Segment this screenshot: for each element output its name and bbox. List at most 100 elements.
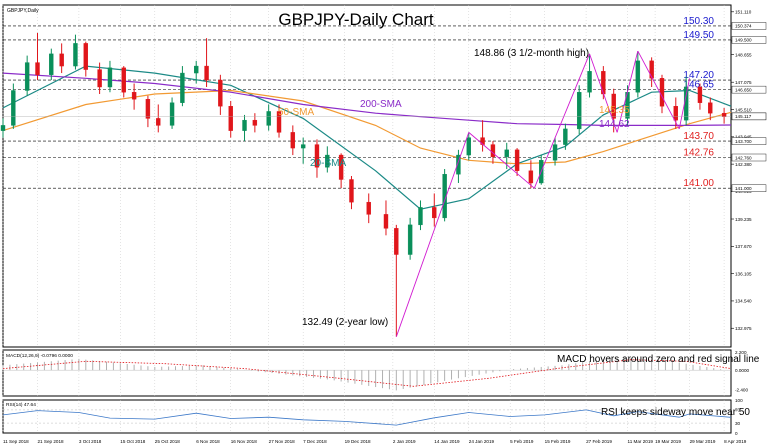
x-tick-label: 3 Oct 2018 <box>79 439 102 444</box>
macd-panel <box>2 349 732 397</box>
candle-body <box>528 170 534 184</box>
level-axis-label: 150.374 <box>735 24 752 29</box>
x-tick-label: 27 Feb 2019 <box>586 439 612 444</box>
candle-body <box>180 72 185 103</box>
level-axis-box <box>731 153 767 162</box>
candle-body <box>673 106 678 121</box>
candle-body <box>145 99 151 119</box>
ma-line-200-sma <box>2 72 732 126</box>
candle-body <box>107 67 113 88</box>
candle-body <box>659 78 665 107</box>
level-label: 143.70 <box>683 131 714 142</box>
candle-body <box>314 144 320 168</box>
x-tick-label: 2 Jan 2019 <box>393 439 416 444</box>
candle-body <box>349 179 354 203</box>
x-tick-label: 7 Dec 2018 <box>303 439 327 444</box>
candle-body <box>97 69 102 88</box>
macd-signal-line <box>2 359 732 387</box>
level-axis-box <box>731 85 767 94</box>
candle-body <box>418 207 423 226</box>
candle-body <box>59 53 64 67</box>
macd-y-tick: 0.0000 <box>735 368 749 373</box>
candle-body <box>83 43 89 70</box>
x-tick-label: 5 Feb 2019 <box>510 439 534 444</box>
x-tick-label: 8 Apr 2019 <box>724 439 747 444</box>
trend-line <box>589 53 618 133</box>
candle-body <box>49 53 54 75</box>
trend-line <box>468 132 535 189</box>
x-tick-label: 14 Jan 2019 <box>434 439 460 444</box>
macd-annotation: MACD hovers around zero and red signal l… <box>557 354 760 365</box>
candle-body <box>204 65 209 81</box>
candle-body <box>338 154 344 180</box>
candle-body <box>169 102 175 126</box>
level-axis-label: 146.650 <box>735 87 752 92</box>
ma-line-50-sma <box>2 89 732 165</box>
candle-body <box>601 71 606 95</box>
x-tick-label: 24 Jan 2019 <box>469 439 495 444</box>
y-tick-label: 132.975 <box>735 326 752 331</box>
ma-value-200: 144.62 <box>599 119 630 130</box>
candle-body <box>514 149 520 171</box>
candle-body <box>456 154 461 175</box>
candle-body <box>276 111 282 133</box>
price-panel <box>2 4 732 348</box>
trend-line <box>395 132 470 337</box>
high-annotation: 148.86 (3 1/2-month high) <box>474 48 589 59</box>
y-tick-label: 134.540 <box>735 299 752 304</box>
level-axis-box <box>731 137 767 145</box>
x-tick-label: 16 Nov 2018 <box>231 439 257 444</box>
level-axis-box <box>731 22 767 30</box>
candle-body <box>366 201 371 215</box>
candle-body <box>300 144 306 149</box>
low-annotation: 132.49 (2-year low) <box>302 317 388 328</box>
x-tick-label: 27 Nov 2018 <box>269 439 295 444</box>
candle-body <box>0 125 6 131</box>
level-label: 146.65 <box>683 80 714 91</box>
trend-line <box>678 78 691 129</box>
rsi-label: RSI(14) 47.64 <box>6 402 36 408</box>
level-label: 147.20 <box>683 70 714 81</box>
candle-body <box>11 90 16 126</box>
candle-body <box>563 128 568 145</box>
current-price-box <box>731 112 767 121</box>
level-label: 141.00 <box>683 178 714 189</box>
rsi-y-tick: 100 <box>735 398 743 403</box>
candle-body <box>266 111 271 126</box>
candle-body <box>721 112 727 117</box>
candle-body <box>252 119 258 126</box>
candle-body <box>649 60 654 79</box>
macd-label: MACD(12,26,9) -0.0796 0.0000 <box>6 353 73 359</box>
candle-body <box>24 62 30 91</box>
y-tick-label: 142.380 <box>735 162 752 167</box>
candle-body <box>708 102 713 114</box>
candle-body <box>611 93 616 119</box>
x-tick-label: 25 Oct 2018 <box>155 439 180 444</box>
candle-body <box>325 154 330 168</box>
candle-body <box>73 43 78 67</box>
x-tick-label: 21 Sep 2018 <box>38 439 65 444</box>
candle-body <box>228 106 233 131</box>
y-tick-label: 151.110 <box>735 10 752 15</box>
instrument-label: GBPJPY,Daily <box>7 8 39 14</box>
trend-line <box>533 53 590 189</box>
x-tick-label: 15 Oct 2018 <box>120 439 145 444</box>
candle-body <box>587 71 592 93</box>
candle-body <box>242 119 247 131</box>
x-tick-label: 6 Nov 2018 <box>196 439 220 444</box>
y-tick-label: 147.075 <box>735 80 752 85</box>
ma-label-200: 200-SMA <box>360 99 402 110</box>
candle-body <box>121 67 126 93</box>
macd-y-tick: -2.400 <box>735 387 748 392</box>
y-tick-label: 143.945 <box>735 135 752 140</box>
x-tick-label: 19 Mar 2019 <box>655 439 681 444</box>
x-tick-label: 11 Sep 2018 <box>3 439 29 444</box>
candle-body <box>383 214 389 229</box>
rsi-y-tick: 0 <box>735 431 738 436</box>
level-axis-box <box>731 184 767 192</box>
rsi-line <box>2 409 732 426</box>
rsi-y-tick: 70 <box>735 408 741 413</box>
macd-y-tick: 2.200 <box>735 350 747 355</box>
candle-body <box>432 207 437 219</box>
candle-body <box>290 132 296 149</box>
